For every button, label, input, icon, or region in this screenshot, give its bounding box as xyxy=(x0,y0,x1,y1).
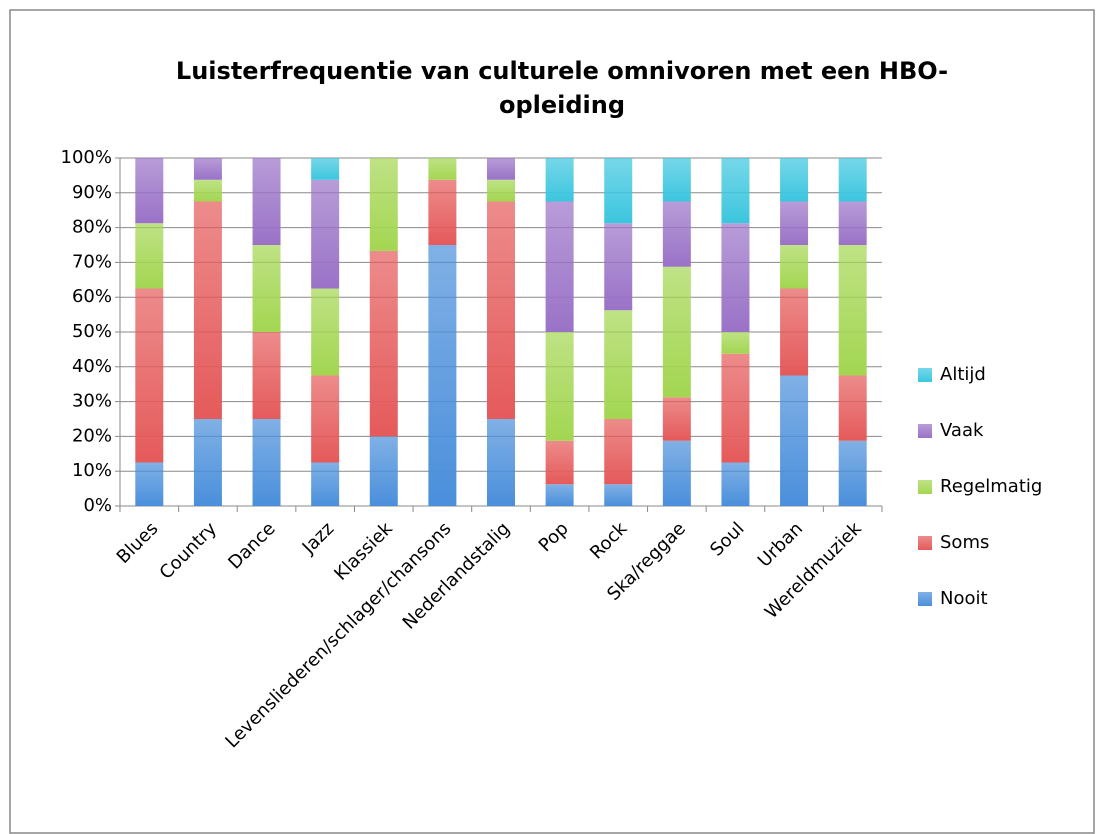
legend-swatch xyxy=(918,368,932,382)
y-tick-label: 70% xyxy=(72,251,112,272)
chart-title: opleiding xyxy=(499,91,625,119)
bar-segment xyxy=(369,250,398,437)
bar-segment xyxy=(780,158,809,202)
legend-label: Soms xyxy=(940,532,989,553)
bar-segment xyxy=(193,419,222,506)
bar-segment xyxy=(780,201,809,245)
bar-segment xyxy=(721,353,750,463)
legend-label: Regelmatig xyxy=(940,476,1042,497)
bar-segment xyxy=(252,245,281,332)
bar-segment xyxy=(487,158,515,180)
bar-segment xyxy=(487,419,515,506)
bar-segment xyxy=(838,375,867,441)
bar-segment xyxy=(135,288,164,463)
bar-segment xyxy=(311,462,340,506)
y-tick-label: 100% xyxy=(61,147,112,168)
bar-segment xyxy=(193,201,222,419)
bar-segment xyxy=(780,288,809,376)
bar-segment xyxy=(721,332,750,354)
bar-segment xyxy=(311,158,340,180)
bar-segment xyxy=(311,179,340,289)
bar-segment xyxy=(311,375,340,463)
bar-segment xyxy=(604,223,633,311)
y-tick-label: 30% xyxy=(72,391,112,412)
legend-swatch xyxy=(918,536,932,550)
y-tick-label: 90% xyxy=(72,182,112,203)
bar-segment xyxy=(838,158,867,202)
bar-segment xyxy=(604,158,633,224)
legend-label: Nooit xyxy=(940,588,988,609)
bar-segment xyxy=(838,245,867,376)
y-tick-label: 20% xyxy=(72,425,112,446)
y-tick-label: 80% xyxy=(72,217,112,238)
bar-segment xyxy=(838,440,867,506)
bar-segment xyxy=(604,419,633,485)
bar-segment xyxy=(780,245,809,289)
bar-segment xyxy=(135,462,164,506)
bar-segment xyxy=(252,332,281,419)
bar-segment xyxy=(721,158,750,224)
y-tick-label: 50% xyxy=(72,321,112,342)
bar-segment xyxy=(545,484,574,506)
bar-segment xyxy=(838,201,867,245)
bar-segment xyxy=(487,201,515,419)
bar-segment xyxy=(428,158,457,180)
bar-segment xyxy=(135,158,164,224)
bar-segment xyxy=(662,158,691,202)
bar-segment xyxy=(311,288,340,376)
legend-swatch xyxy=(918,592,932,606)
bar-segment xyxy=(780,375,809,506)
bar-segment xyxy=(545,158,574,202)
y-tick-label: 0% xyxy=(83,495,112,516)
legend-swatch xyxy=(918,480,932,494)
legend-label: Vaak xyxy=(940,420,984,441)
legend-label: Altijd xyxy=(940,364,986,385)
bar-segment xyxy=(662,266,691,398)
bar-segment xyxy=(428,245,457,506)
bar-segment xyxy=(604,484,633,506)
bar-segment xyxy=(662,440,691,506)
bar-segment xyxy=(604,310,633,419)
bar-segment xyxy=(662,201,691,267)
bar-segment xyxy=(545,201,574,332)
legend-swatch xyxy=(918,424,932,438)
bar-segment xyxy=(721,462,750,506)
bar-segment xyxy=(193,158,222,180)
bar-segment xyxy=(662,397,691,441)
y-tick-label: 10% xyxy=(72,460,112,481)
bar-segment xyxy=(369,436,398,506)
bar-segment xyxy=(545,332,574,441)
bar-segment xyxy=(252,419,281,506)
bar-segment xyxy=(193,179,222,202)
bar-segment xyxy=(428,179,457,245)
bar-segment xyxy=(135,223,164,289)
bar-segment xyxy=(487,179,515,202)
bar-segment xyxy=(252,158,281,245)
bar-segment xyxy=(721,223,750,332)
y-tick-label: 60% xyxy=(72,286,112,307)
chart-title: Luisterfrequentie van culturele omnivore… xyxy=(176,57,948,85)
y-tick-label: 40% xyxy=(72,356,112,377)
bar-segment xyxy=(369,158,398,251)
bar-segment xyxy=(545,440,574,485)
